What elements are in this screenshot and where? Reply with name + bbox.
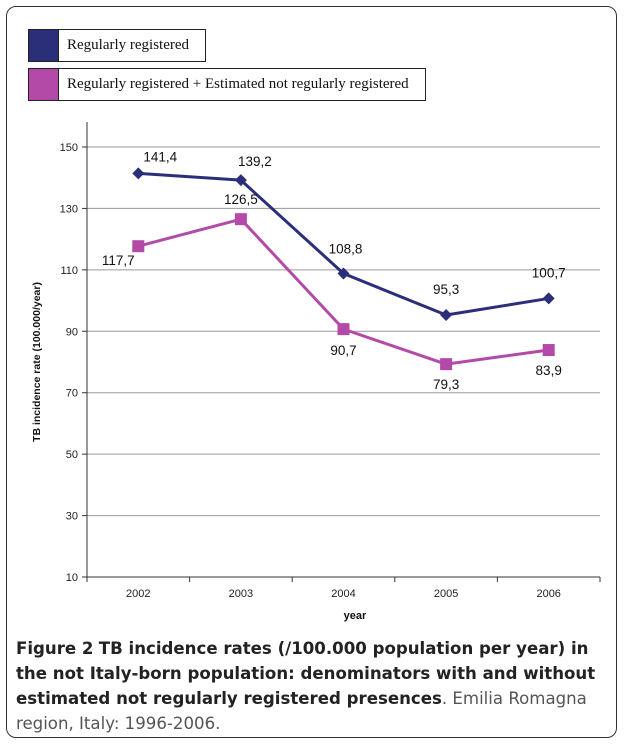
series-1-point-2003 — [234, 174, 247, 187]
series-2-point-2004 — [337, 323, 350, 336]
series-lines — [132, 167, 555, 371]
data-labels: 141,4 139,2 108,8 95,3 100,7 117,7 126,5 90,7 79… — [102, 149, 566, 392]
x-tick-label-2004: 2004 — [331, 588, 355, 600]
y-tick-label-30: 30 — [66, 511, 78, 523]
legend-swatch-series-1 — [29, 30, 59, 61]
y-tick-label-150: 150 — [60, 142, 78, 154]
y-tick-label-50: 50 — [66, 449, 78, 461]
legend-entry-estimated: Regularly registered + Estimated not reg… — [28, 68, 426, 101]
series-2-point-2006 — [542, 344, 555, 357]
series-1-point-2006 — [542, 292, 555, 305]
data-label-series-1-2004: 108,8 — [329, 242, 363, 257]
data-label-series-2-2002: 117,7 — [102, 253, 135, 268]
data-label-series-2-2005: 79,3 — [433, 377, 459, 392]
data-label-series-1-2002: 141,4 — [143, 149, 177, 164]
caption-title: TB incidence rates (/100.000 population … — [16, 639, 596, 708]
legend-swatch-series-2 — [29, 69, 59, 100]
legend-label-series-2: Regularly registered + Estimated not reg… — [67, 76, 409, 92]
y-axis-label: TB incidence rate (100.000/year) — [31, 282, 43, 442]
data-label-series-2-2006: 83,9 — [536, 363, 562, 378]
caption-figure-label: Figure 2 — [16, 639, 94, 658]
data-label-series-2-2003: 126,5 — [224, 192, 258, 207]
data-label-series-1-2005: 95,3 — [433, 282, 459, 297]
y-tick-label-10: 10 — [66, 572, 78, 584]
x-tick-label-2003: 2003 — [229, 588, 253, 600]
y-tick-label-70: 70 — [66, 388, 78, 400]
data-label-series-2-2004: 90,7 — [330, 343, 356, 358]
figure-frame — [6, 6, 617, 738]
series-1-point-2002 — [132, 167, 145, 180]
x-tick-label-2002: 2002 — [126, 588, 150, 600]
x-tick-label-2006: 2006 — [536, 588, 560, 600]
caption-rest: . Emilia Romagna region, Italy: 1996-200… — [16, 689, 587, 733]
tick-labels: 10 30 50 70 90 110 130 150 2002 2003 2004 2005 2006 — [60, 142, 561, 600]
series-2-point-2003 — [234, 213, 247, 226]
figure-caption: Figure 2 TB incidence rates (/100.000 po… — [16, 636, 611, 736]
data-label-series-1-2003: 139,2 — [238, 154, 272, 169]
y-tick-label-110: 110 — [60, 265, 78, 277]
y-tick-label-90: 90 — [66, 326, 78, 338]
y-tick-label-130: 130 — [60, 203, 78, 215]
x-axis-label: year — [344, 610, 367, 622]
data-label-series-1-2006: 100,7 — [532, 265, 566, 280]
legend-entry-regularly-registered: Regularly registered — [28, 29, 207, 62]
x-tick-label-2005: 2005 — [434, 588, 458, 600]
axes — [82, 122, 601, 582]
series-1-point-2004 — [337, 267, 350, 280]
series-1-point-2005 — [440, 309, 453, 322]
series-2-point-2002 — [132, 240, 145, 253]
legend-label-series-1: Regularly registered — [67, 37, 190, 53]
series-2-point-2005 — [440, 358, 453, 371]
